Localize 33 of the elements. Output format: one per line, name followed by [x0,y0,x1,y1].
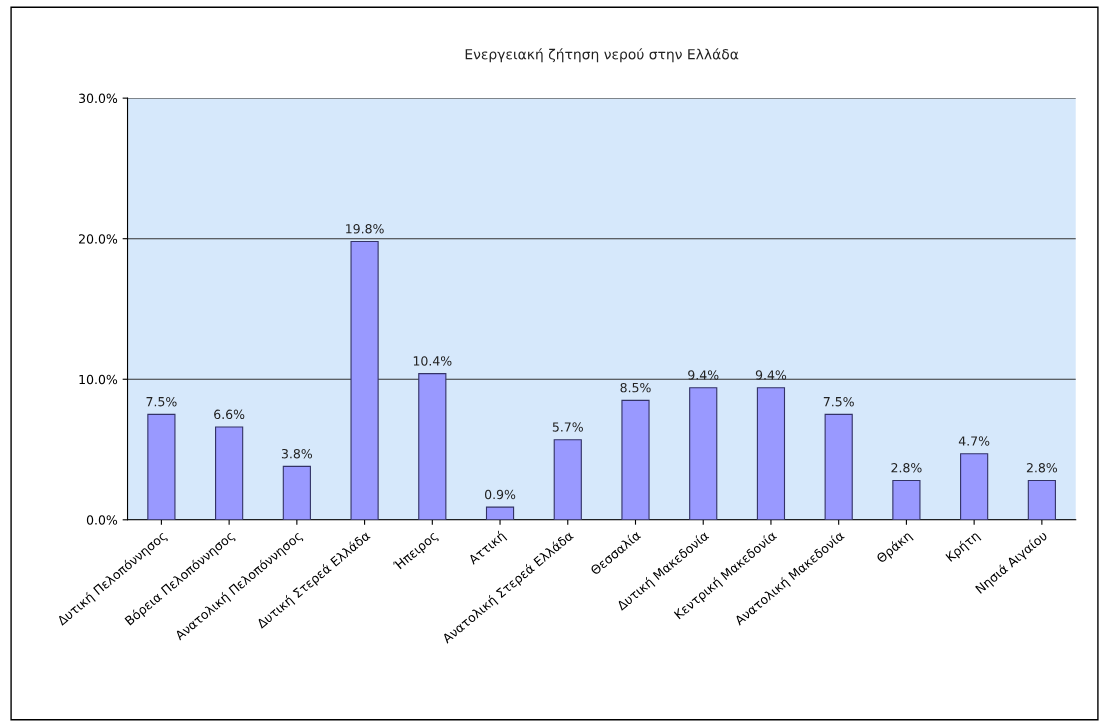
data-label: 7.5% [146,396,177,407]
bar [689,387,718,520]
data-label: 7.5% [823,396,854,407]
bar [621,399,650,520]
bar [418,373,447,520]
y-tick-label: 20.0% [79,234,118,244]
y-tick-label: 0.0% [86,515,118,525]
chart-title: Ενεργειακή ζήτηση νερού στην Ελλάδα [465,48,739,63]
data-label: 6.6% [214,409,245,420]
bar [824,413,853,520]
bar [215,426,244,520]
data-label: 9.4% [755,370,787,380]
data-label: 2.8% [891,463,922,473]
bar [350,240,379,520]
y-tick-label: 10.0% [79,374,118,385]
bar [485,506,515,520]
data-label: 4.7% [958,436,990,446]
data-label: 0.9% [484,489,516,500]
data-label: 19.8% [346,224,384,234]
bar [553,439,582,520]
bar [282,465,311,520]
data-label: 2.8% [1026,463,1058,473]
data-label: 9.4% [688,370,719,380]
bar [147,413,176,520]
bar [756,387,786,520]
data-label: 5.7% [552,422,583,432]
bar [892,479,921,520]
data-label: 10.4% [413,356,452,366]
data-label: 3.8% [281,448,313,459]
bar [1027,479,1056,520]
bar [960,453,989,520]
y-tick-label: 30.0% [79,93,118,104]
data-label: 8.5% [620,382,651,393]
